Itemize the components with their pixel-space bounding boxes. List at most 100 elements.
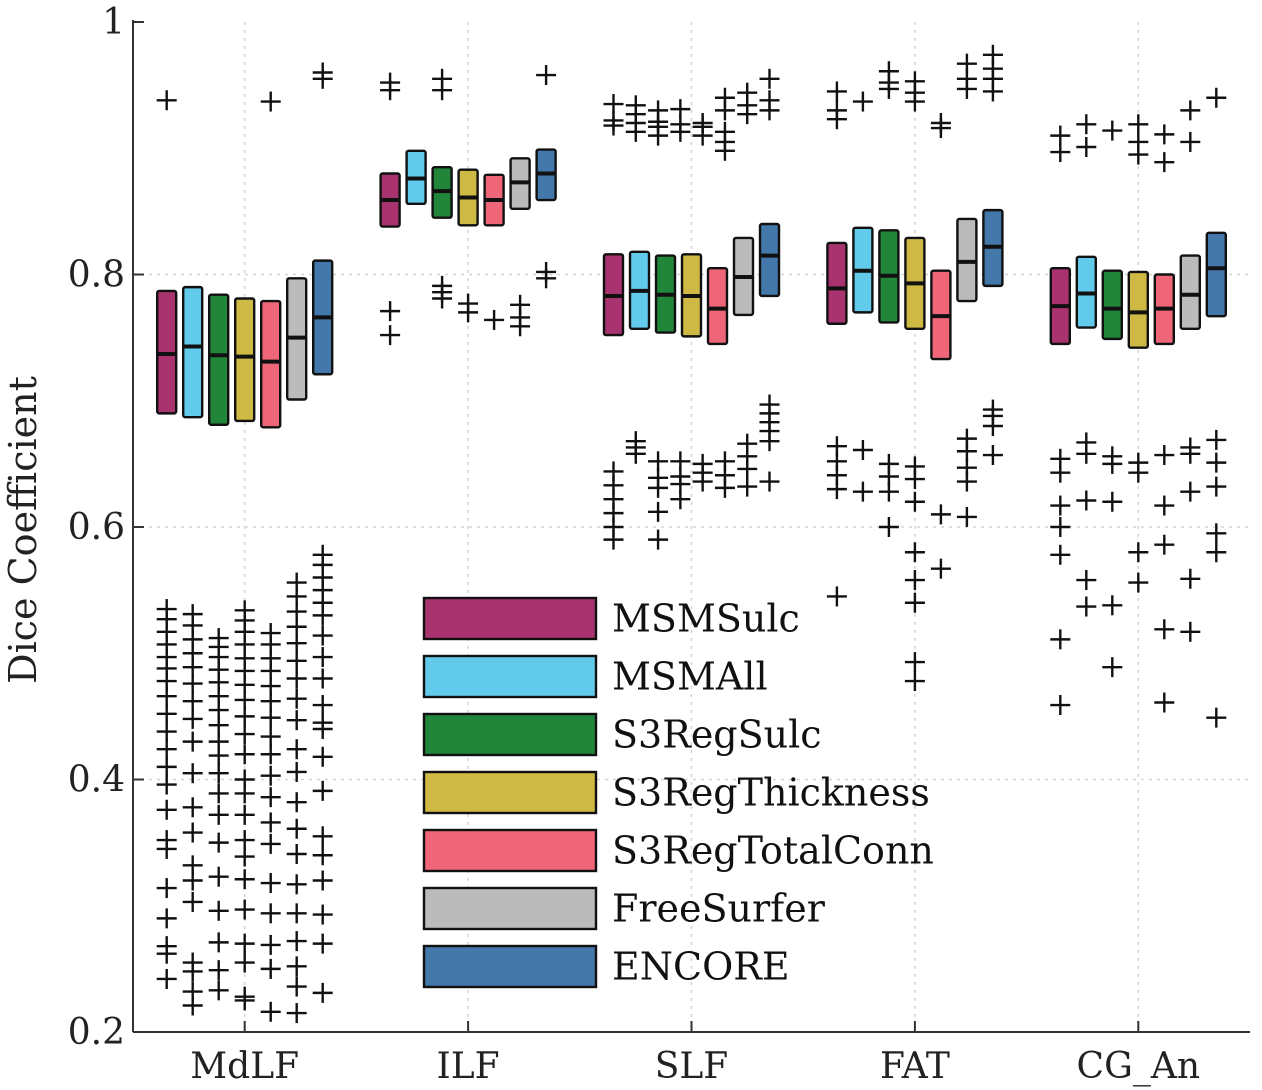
- outlier-marker: [714, 100, 735, 121]
- outlier-marker: [312, 647, 333, 668]
- outlier-marker: [312, 68, 333, 89]
- outlier-marker: [852, 481, 873, 502]
- outlier-marker: [1206, 523, 1227, 544]
- outlier-marker: [234, 706, 255, 727]
- outlier-marker: [286, 931, 307, 952]
- outlier-marker: [156, 799, 177, 820]
- box-encore-slf: [758, 222, 781, 298]
- outlier-marker: [714, 477, 735, 498]
- outlier-marker: [286, 843, 307, 864]
- outlier-marker: [182, 708, 203, 729]
- outlier-marker: [956, 471, 977, 492]
- outlier-marker: [1154, 152, 1175, 173]
- outlier-marker: [1154, 692, 1175, 713]
- y-tick-label: 0.4: [68, 760, 125, 801]
- outlier-marker: [1180, 100, 1201, 121]
- outlier-marker: [208, 783, 229, 804]
- outlier-marker: [182, 691, 203, 712]
- outlier-marker: [234, 783, 255, 804]
- legend-label: S3RegThickness: [612, 771, 930, 815]
- legend-swatch: [422, 886, 598, 931]
- outlier-marker: [484, 309, 505, 330]
- outlier-marker: [260, 726, 281, 747]
- outlier-marker: [1076, 443, 1097, 464]
- outlier-marker: [648, 125, 669, 146]
- outlier-marker: [260, 934, 281, 955]
- outlier-marker: [982, 81, 1003, 102]
- outlier-marker: [648, 501, 669, 522]
- outlier-marker: [260, 787, 281, 808]
- outlier-marker: [432, 288, 453, 309]
- x-tick-label: FAT: [880, 1046, 950, 1087]
- outlier-marker: [286, 710, 307, 731]
- outlier-marker: [312, 826, 333, 847]
- outlier-marker: [904, 570, 925, 591]
- legend-item-freesurfer: FreeSurfer: [422, 886, 826, 931]
- legend-item-encore: ENCORE: [422, 945, 790, 989]
- outlier-marker: [648, 477, 669, 498]
- outlier-marker: [904, 491, 925, 512]
- outlier-marker: [234, 899, 255, 920]
- legend-item-msmsulc: MSMSulc: [422, 597, 800, 641]
- legend-swatch: [422, 828, 598, 873]
- outlier-marker: [286, 761, 307, 782]
- outlier-marker: [878, 517, 899, 537]
- outlier-marker: [156, 774, 177, 795]
- outlier-marker: [312, 695, 333, 716]
- outlier-marker: [156, 838, 177, 859]
- outlier-marker: [380, 80, 401, 101]
- outlier-marker: [260, 833, 281, 854]
- outlier-marker: [956, 506, 977, 527]
- outlier-marker: [759, 68, 780, 89]
- outlier-marker: [737, 104, 758, 125]
- legend-label: MSMSulc: [612, 597, 800, 641]
- outlier-marker: [286, 739, 307, 760]
- grid-lines: [133, 22, 1250, 1032]
- outlier-marker: [1128, 462, 1149, 483]
- outlier-marker: [234, 933, 255, 954]
- y-axis-title: Dice Coefficient: [1, 376, 45, 684]
- outlier-marker: [1206, 87, 1227, 108]
- outlier-marker: [904, 542, 925, 563]
- outlier-marker: [312, 780, 333, 801]
- y-tick-label: 1: [102, 2, 125, 43]
- outlier-marker: [234, 724, 255, 745]
- outlier-marker: [670, 489, 691, 510]
- outlier-marker: [286, 688, 307, 709]
- outlier-marker: [1102, 657, 1123, 678]
- outlier-marker: [1102, 120, 1123, 141]
- x-tick-label: ILF: [437, 1046, 500, 1087]
- box-s3regthickness-cg_an: [1127, 270, 1150, 349]
- legend-item-s3regsulc: S3RegSulc: [422, 712, 822, 757]
- outlier-marker: [692, 471, 713, 492]
- outlier-marker: [826, 109, 847, 130]
- outlier-marker: [156, 756, 177, 777]
- outlier-marker: [208, 804, 229, 825]
- box-s3regtotalconn-slf: [706, 266, 729, 346]
- outlier-marker: [260, 765, 281, 786]
- outlier-marker: [286, 668, 307, 689]
- outlier-marker: [714, 140, 735, 161]
- outlier-marker: [1076, 570, 1097, 591]
- outlier-marker: [904, 469, 925, 490]
- outlier-marker: [956, 78, 977, 99]
- outlier-marker: [312, 625, 333, 646]
- outlier-marker: [826, 586, 847, 607]
- outlier-marker: [182, 731, 203, 752]
- outlier-marker: [156, 686, 177, 707]
- outlier-marker: [670, 121, 691, 142]
- outlier-marker: [260, 812, 281, 833]
- outlier-marker: [1128, 542, 1149, 563]
- legend: MSMSulc MSMAll S3RegSulc S3RegThickness S3Re…: [422, 597, 934, 989]
- x-tick-label: CG_An: [1077, 1046, 1201, 1087]
- outlier-marker: [1102, 453, 1123, 474]
- x-tick-label: SLF: [655, 1046, 729, 1087]
- y-tick-label: 0.6: [68, 507, 125, 548]
- outlier-marker: [234, 846, 255, 867]
- outlier-marker: [286, 633, 307, 654]
- outlier-marker: [737, 458, 758, 479]
- outlier-marker: [1128, 114, 1149, 135]
- legend-swatch: [422, 712, 598, 757]
- outlier-marker: [1102, 595, 1123, 616]
- outlier-marker: [1050, 462, 1071, 483]
